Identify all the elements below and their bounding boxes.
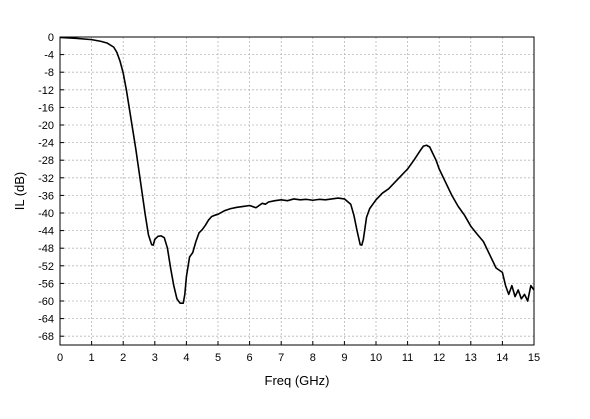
y-tick-label: -44 [38, 226, 54, 238]
y-axis-label: IL (dB) [12, 172, 27, 211]
axis-ticks [59, 36, 535, 345]
y-tick-label: -52 [38, 261, 54, 273]
plot-frame [59, 36, 535, 346]
series-group [59, 36, 535, 304]
y-tick-label: -4 [44, 50, 54, 62]
y-tick-label: 0 [48, 32, 54, 44]
x-tick-label: 8 [310, 352, 316, 364]
y-tick-label: -32 [38, 173, 54, 185]
y-tick-label: -48 [38, 243, 54, 255]
y-tick-label: -8 [44, 67, 54, 79]
y-tick-labels: 0 -4 -8 -12 -16 -20 -24 -28 -32 -36 -40 -44 -48 -52 -5… [38, 32, 54, 343]
x-tick-label: 3 [152, 352, 158, 364]
x-tick-label: 1 [89, 352, 95, 364]
x-tick-label: 11 [402, 352, 413, 364]
y-tick-label: -16 [38, 102, 54, 114]
x-tick-label: 10 [370, 352, 382, 364]
insertion-loss-line [59, 36, 535, 304]
x-tick-label: 4 [183, 352, 189, 364]
grid [60, 37, 534, 345]
y-tick-label: -20 [38, 120, 54, 132]
x-tick-label: 7 [278, 352, 284, 364]
y-tick-label: -64 [38, 314, 54, 326]
y-tick-label: -24 [38, 138, 54, 150]
y-tick-label: -68 [38, 331, 54, 343]
x-tick-label: 12 [433, 352, 445, 364]
x-axis-label: Freq (GHz) [265, 373, 330, 388]
x-tick-label: 13 [465, 352, 477, 364]
x-tick-label: 0 [57, 352, 63, 364]
x-tick-label: 5 [215, 352, 221, 364]
y-tick-label: -28 [38, 155, 54, 167]
x-tick-label: 15 [528, 352, 540, 364]
x-tick-label: 2 [120, 352, 126, 364]
y-tick-label: -60 [38, 296, 54, 308]
x-tick-labels: 0 1 2 3 4 5 6 7 8 9 10 11 12 13 14 15 [57, 352, 540, 364]
x-tick-label: 14 [496, 352, 508, 364]
x-tick-label: 6 [247, 352, 253, 364]
y-tick-label: -36 [38, 190, 54, 202]
x-tick-label: 9 [341, 352, 347, 364]
y-tick-label: -12 [38, 85, 54, 97]
y-tick-label: -40 [38, 208, 54, 220]
y-tick-label: -56 [38, 278, 54, 290]
